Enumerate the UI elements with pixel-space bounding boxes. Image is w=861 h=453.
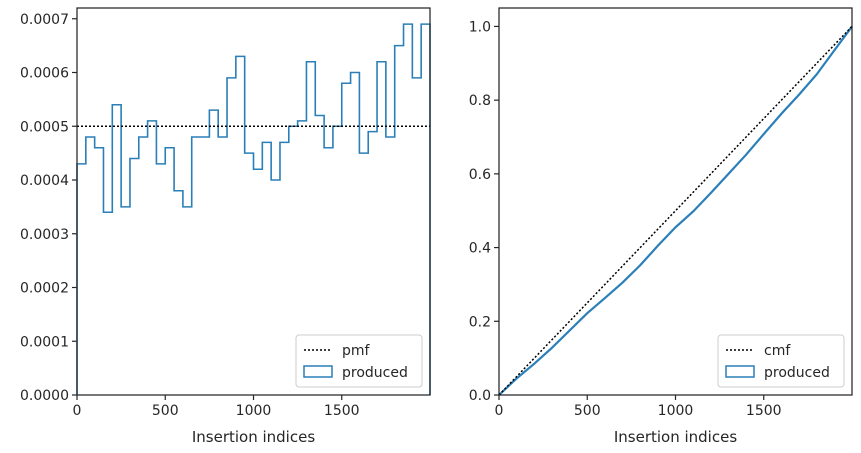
- y-tick-label: 0.0004: [20, 173, 69, 189]
- legend-box: [295, 334, 423, 388]
- axis-ticks: 0 500 1000 1500 0.0000 0.0001 0.0002 0.0003 0.00…: [20, 12, 360, 419]
- x-tick-label: 0: [73, 403, 82, 419]
- legend: pmf produced: [295, 334, 423, 388]
- x-tick-label: 1000: [236, 403, 272, 419]
- axes-frame: [498, 7, 853, 396]
- legend-reference-label: cmf: [764, 343, 791, 359]
- histogram-series: [76, 23, 431, 395]
- y-tick-label: 0.0007: [20, 12, 69, 28]
- x-axis-label: Insertion indices: [614, 428, 737, 446]
- legend-series-label: produced: [764, 365, 830, 381]
- x-tick-label: 500: [574, 403, 601, 419]
- x-tick-label: 1500: [324, 403, 360, 419]
- x-axis-label: Insertion indices: [192, 428, 315, 446]
- y-tick-label: 0.0000: [20, 388, 69, 404]
- cumulative-series: [498, 25, 853, 396]
- y-tick-label: 0.8: [469, 93, 491, 109]
- produced-histogram-step: [76, 23, 431, 395]
- y-tick-label: 0.0001: [20, 334, 69, 350]
- y-tick-label: 0.0006: [20, 66, 69, 82]
- legend-series-swatch: [303, 365, 333, 378]
- y-tick-label: 0.0: [469, 388, 491, 404]
- y-tick-label: 0.0002: [20, 281, 69, 297]
- legend: cmf produced: [717, 334, 845, 388]
- axis-ticks: 0 500 1000 1500 0.0 0.2 0.4 0.6 0.8 1.0: [469, 19, 782, 419]
- y-tick-label: 1.0: [469, 19, 491, 35]
- y-tick-label: 0.0005: [20, 119, 69, 135]
- x-tick-label: 0: [495, 403, 504, 419]
- x-tick-label: 1000: [658, 403, 694, 419]
- legend-reference-label: pmf: [342, 343, 371, 359]
- reference-line-group: [498, 25, 853, 396]
- legend-series-swatch: [725, 365, 755, 378]
- y-tick-label: 0.0003: [20, 227, 69, 243]
- cmf-reference-line: [498, 25, 853, 396]
- y-tick-label: 0.6: [469, 167, 491, 183]
- x-tick-label: 500: [152, 403, 179, 419]
- axes-frame: [76, 7, 431, 396]
- legend-series-label: produced: [342, 365, 408, 381]
- y-tick-label: 0.4: [469, 241, 491, 257]
- legend-box: [717, 334, 845, 388]
- pmf-histogram-panel: 0 500 1000 1500 0.0000 0.0001 0.0002 0.0003 0.00…: [20, 7, 431, 446]
- cmf-line-panel: 0 500 1000 1500 0.0 0.2 0.4 0.6 0.8 1.0 Insertion…: [469, 7, 853, 446]
- produced-cumulative-line: [498, 25, 853, 396]
- y-tick-label: 0.2: [469, 314, 491, 330]
- x-tick-label: 1500: [746, 403, 782, 419]
